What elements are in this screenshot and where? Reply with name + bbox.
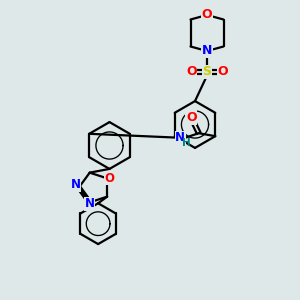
Text: O: O (202, 8, 212, 22)
Text: N: N (85, 197, 95, 210)
Text: N: N (202, 44, 212, 58)
Text: S: S (202, 65, 211, 79)
Text: N: N (175, 131, 185, 144)
Text: H: H (182, 138, 191, 148)
Text: O: O (104, 172, 115, 185)
Text: O: O (186, 111, 196, 124)
Text: N: N (71, 178, 81, 191)
Text: O: O (186, 65, 197, 79)
Text: O: O (217, 65, 228, 79)
